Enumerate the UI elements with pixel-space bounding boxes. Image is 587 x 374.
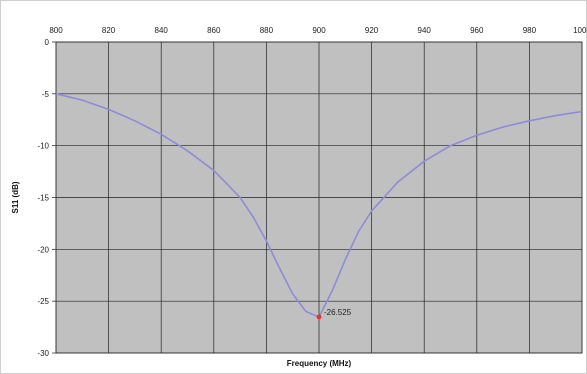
y-tick-label: -5 bbox=[42, 90, 50, 99]
x-tick-label: 960 bbox=[470, 26, 484, 35]
y-tick-label: -10 bbox=[37, 142, 49, 151]
x-tick-label: 800 bbox=[49, 26, 63, 35]
minimum-point-marker bbox=[316, 314, 322, 320]
x-axis-title: Frequency (MHz) bbox=[287, 359, 352, 368]
x-tick-label: 900 bbox=[312, 26, 326, 35]
grid-lines bbox=[55, 41, 583, 354]
x-tick-label: 840 bbox=[155, 26, 169, 35]
y-tick-label: -15 bbox=[37, 194, 49, 203]
y-tick-label: -30 bbox=[37, 349, 49, 358]
y-axis-ticks: 0 -5 -10 -15 -20 -25 -30 bbox=[37, 38, 56, 358]
minimum-point-label: -26.525 bbox=[324, 308, 352, 317]
x-tick-label: 860 bbox=[207, 26, 221, 35]
x-tick-label: 820 bbox=[102, 26, 116, 35]
y-tick-label: 0 bbox=[45, 38, 50, 47]
x-tick-label: 940 bbox=[418, 26, 432, 35]
y-tick-label: -25 bbox=[37, 297, 49, 306]
x-tick-label: 920 bbox=[365, 26, 379, 35]
x-tick-label: 980 bbox=[523, 26, 537, 35]
y-axis-title: S11 (dB) bbox=[11, 181, 20, 213]
s11-series-line bbox=[55, 93, 583, 319]
x-tick-label: 880 bbox=[260, 26, 274, 35]
y-tick-label: -20 bbox=[37, 245, 49, 254]
